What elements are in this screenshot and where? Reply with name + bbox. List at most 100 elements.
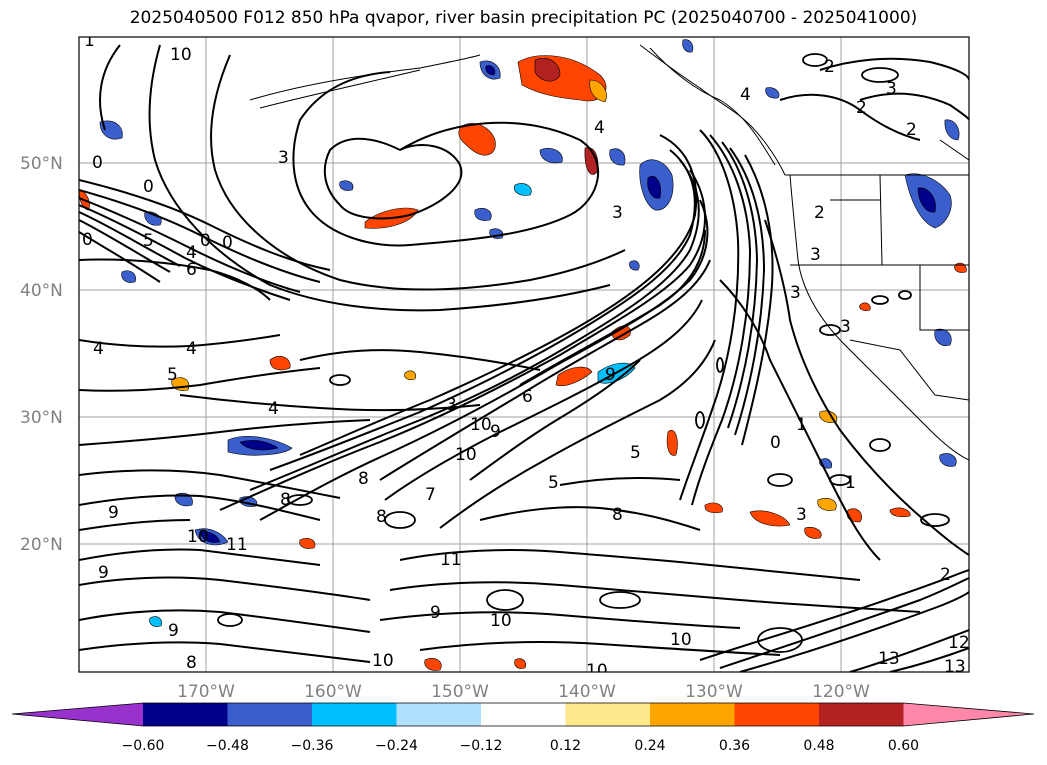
contour-islands bbox=[217, 53, 950, 653]
contour-label: 3 bbox=[790, 283, 801, 303]
contour-label: 0 bbox=[92, 153, 103, 173]
contour-label: 0 bbox=[143, 177, 154, 197]
contour-label: 3 bbox=[612, 203, 623, 223]
contour-label: 12 bbox=[948, 633, 970, 653]
colorbar-tick-label: 0.12 bbox=[550, 738, 581, 754]
lon-label-150w: 150°W bbox=[431, 682, 489, 702]
contour-label: 1 bbox=[845, 473, 856, 493]
colorbar-segment bbox=[312, 703, 397, 726]
contour-label: 2 bbox=[906, 120, 917, 140]
longitude-labels: 170°W 160°W 150°W 140°W 130°W 120°W bbox=[177, 682, 870, 702]
contour-label: 3 bbox=[810, 245, 821, 265]
colorbar-tick-label: 0.60 bbox=[888, 738, 919, 754]
contour-label: 2 bbox=[856, 98, 867, 118]
contour-label: 6 bbox=[186, 260, 197, 280]
contour-label: 9 bbox=[98, 563, 109, 583]
colorbar-tick-label: 0.36 bbox=[719, 738, 750, 754]
contour-label: 9 bbox=[108, 503, 119, 523]
contour-label: 4 bbox=[268, 399, 279, 419]
lat-label-20n: 20°N bbox=[20, 535, 63, 555]
qvapor-contours bbox=[79, 44, 969, 672]
contour-label: 5 bbox=[167, 365, 178, 385]
contour-label: 10 bbox=[455, 445, 477, 465]
colorbar-tick-label: −0.60 bbox=[122, 738, 165, 754]
colorbar-tick-label: −0.36 bbox=[291, 738, 334, 754]
contour-label: 10 bbox=[670, 630, 692, 650]
contour-label: 10 bbox=[586, 661, 608, 681]
contour-label: 0 bbox=[770, 433, 781, 453]
lon-label-170w: 170°W bbox=[177, 682, 235, 702]
contour-label: 3 bbox=[446, 395, 457, 415]
contour-label: 11 bbox=[226, 535, 248, 555]
coastlines bbox=[249, 44, 969, 461]
contour-label: 3 bbox=[840, 317, 851, 337]
colorbar: −0.60 −0.48 −0.36 −0.24 −0.12 0.12 0.24 … bbox=[11, 702, 1035, 754]
contour-label: 4 bbox=[93, 339, 104, 359]
contour-label: 7 bbox=[425, 485, 436, 505]
contour-label: 3 bbox=[278, 148, 289, 168]
colorbar-segment bbox=[565, 703, 650, 726]
contour-label: 13 bbox=[944, 657, 966, 677]
lat-label-30n: 30°N bbox=[20, 408, 63, 428]
lat-label-50n: 50°N bbox=[20, 154, 63, 174]
colorbar-segment bbox=[143, 703, 228, 726]
contour-label: 8 bbox=[280, 490, 291, 510]
contour-label: 4 bbox=[594, 118, 605, 138]
contour-label: 10 bbox=[372, 651, 394, 671]
contour-label: 13 bbox=[878, 649, 900, 669]
contour-label: 9 bbox=[490, 422, 501, 442]
lon-label-120w: 120°W bbox=[812, 682, 870, 702]
contour-label: 4 bbox=[186, 243, 197, 263]
lat-label-40n: 40°N bbox=[20, 281, 63, 301]
contour-label: 5 bbox=[143, 231, 154, 251]
contour-label: 5 bbox=[630, 443, 641, 463]
contour-label: 2 bbox=[940, 565, 951, 585]
colorbar-segment bbox=[481, 703, 566, 726]
contour-label: 6 bbox=[522, 387, 533, 407]
contour-labels: 1 0 10 2 3 4 2 3 2 3 0 0 4 5 6 0 0 4 4 5… bbox=[82, 31, 970, 681]
colorbar-extend-low bbox=[12, 703, 143, 726]
colorbar-tick-label: −0.12 bbox=[460, 738, 503, 754]
map-frame bbox=[78, 36, 970, 673]
colorbar-segment bbox=[227, 703, 312, 726]
contour-label: 11 bbox=[440, 550, 462, 570]
contour-label: 2 bbox=[814, 203, 825, 223]
contour-label: 8 bbox=[358, 469, 369, 489]
map-title: 2025040500 F012 850 hPa qvapor, river ba… bbox=[129, 8, 918, 28]
contour-label: 9 bbox=[430, 603, 441, 623]
contour-label: 2 bbox=[824, 57, 835, 77]
contour-label: 8 bbox=[186, 653, 197, 673]
contour-label: 8 bbox=[612, 505, 623, 525]
colorbar-tick-label: 0.48 bbox=[803, 738, 834, 754]
lon-label-130w: 130°W bbox=[685, 682, 743, 702]
contour-label: 10 bbox=[490, 611, 512, 631]
colorbar-segment bbox=[819, 703, 904, 726]
contour-label: 10 bbox=[470, 415, 492, 435]
contour-label: 10 bbox=[170, 45, 192, 65]
contour-label: 1 bbox=[84, 31, 95, 51]
contour-label: 0 bbox=[200, 231, 211, 251]
contour-label: 5 bbox=[548, 473, 559, 493]
lon-label-140w: 140°W bbox=[558, 682, 616, 702]
contour-label: 0 bbox=[222, 233, 233, 253]
contour-label: 8 bbox=[376, 507, 387, 527]
lon-label-160w: 160°W bbox=[304, 682, 362, 702]
colorbar-segment bbox=[650, 703, 735, 726]
contour-label: 3 bbox=[886, 79, 897, 99]
contour-label: 1 bbox=[796, 415, 807, 435]
contour-label: 0 bbox=[82, 230, 93, 250]
colorbar-tick-label: −0.48 bbox=[206, 738, 249, 754]
map-background bbox=[79, 37, 969, 672]
contour-label: 3 bbox=[796, 505, 807, 525]
contour-label: 9 bbox=[168, 621, 179, 641]
colorbar-tick-label: 0.24 bbox=[634, 738, 665, 754]
colorbar-extend-high bbox=[903, 703, 1034, 726]
contour-label: 9 bbox=[605, 365, 616, 385]
colorbar-tick-label: −0.24 bbox=[375, 738, 418, 754]
contour-label: 4 bbox=[186, 339, 197, 359]
contour-label: 4 bbox=[740, 85, 751, 105]
contour-label: 10 bbox=[187, 527, 209, 547]
colorbar-segment bbox=[396, 703, 481, 726]
colorbar-outline bbox=[11, 702, 1035, 727]
